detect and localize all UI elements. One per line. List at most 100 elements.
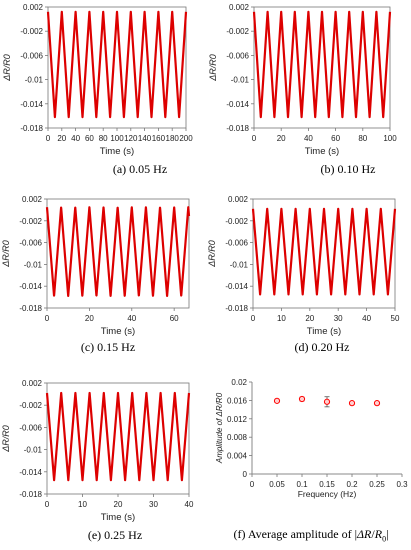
x-axis-title: Time (s) <box>101 512 135 523</box>
y-tick-label: 0.02 <box>231 378 247 387</box>
x-axis-title: Frequency (Hz) <box>298 489 357 499</box>
x-tick-label: 20 <box>85 314 94 323</box>
data-point <box>348 400 356 407</box>
y-tick-label: -0.01 <box>230 260 249 269</box>
signal-line <box>45 206 191 298</box>
y-tick-label: 0.002 <box>23 3 44 12</box>
signal-line <box>45 391 191 482</box>
y-tick-label: -0.018 <box>20 124 43 133</box>
x-tick-label: 180 <box>166 134 180 143</box>
x-tick-label: 0.1 <box>296 480 308 489</box>
x-tick-label: 80 <box>358 134 367 143</box>
x-tick-label: 80 <box>99 134 108 143</box>
x-tick-label: 30 <box>149 500 158 509</box>
caption-f: (f) Average amplitude of |ΔR/R0| <box>233 527 389 544</box>
caption-c: (c) 0.15 Hz <box>80 340 136 354</box>
signal-line <box>46 10 188 119</box>
y-axis-title: ΔR/R0 <box>207 240 217 268</box>
plot-frame <box>253 6 391 129</box>
y-tick-label: -0.014 <box>20 100 43 109</box>
x-tick-label: 0 <box>45 314 50 323</box>
panel-a: 0.002 -0.002 -0.006 -0.01 -0.014 -0.018 0 20 40 6… <box>0 0 200 182</box>
x-tick-label: 40 <box>127 314 136 323</box>
x-tick-label: 20 <box>57 134 66 143</box>
caption-e: (e) 0.25 Hz <box>87 528 143 542</box>
y-axis-title: ΔR/R0 <box>1 240 11 268</box>
y-tick-label: -0.014 <box>19 282 42 291</box>
x-tick-label: 20 <box>277 134 286 143</box>
x-axis-title: Time (s) <box>307 326 341 337</box>
x-tick-label: 0 <box>250 480 255 489</box>
x-axis-title: Time (s) <box>101 326 135 337</box>
x-tick-label: 0 <box>46 134 51 143</box>
chart-f: 0 0.004 0.008 0.012 0.016 0.02 0 0.05 0.1 0.15 0.2… <box>215 378 408 499</box>
caption-a: (a) 0.05 Hz <box>112 162 168 176</box>
x-tick-label: 0.05 <box>269 480 285 489</box>
y-tick-label: 0.002 <box>228 195 249 204</box>
panel-b: 0.002 -0.002 -0.006 -0.01 -0.014 -0.018 0 20 40 6… <box>206 0 411 182</box>
y-tick-label: -0.01 <box>25 76 44 85</box>
y-tick-label: -0.002 <box>20 27 43 36</box>
x-tick-label: 100 <box>383 134 397 143</box>
x-tick-label: 60 <box>85 134 94 143</box>
y-tick-label: -0.002 <box>19 401 42 410</box>
x-tick-label: 0.25 <box>369 480 385 489</box>
plot-frame <box>46 198 190 309</box>
caption-b: (b) 0.10 Hz <box>320 162 376 176</box>
x-tick-label: 20 <box>114 500 123 509</box>
panel-c: 0.002 -0.002 -0.006 -0.01 -0.014 -0.018 0 20 40 6… <box>0 182 200 364</box>
signal-line <box>251 207 397 296</box>
y-tick-label: -0.018 <box>19 490 42 499</box>
x-tick-label: 10 <box>78 500 87 509</box>
x-tick-label: 0 <box>251 314 256 323</box>
panel-f: 0 0.004 0.008 0.012 0.016 0.02 0 0.05 0.1 0.15 0.2… <box>206 364 411 550</box>
y-axis-title: ΔR/R0 <box>1 425 11 453</box>
x-tick-label: 0.2 <box>346 480 358 489</box>
y-axis-title: ΔR/R0 <box>2 54 12 82</box>
caption-d: (d) 0.20 Hz <box>294 340 350 354</box>
y-tick-label: -0.01 <box>231 76 250 85</box>
data-point <box>373 400 381 407</box>
x-tick-label: 0.15 <box>319 480 335 489</box>
y-tick-label: -0.01 <box>24 446 43 455</box>
x-tick-label: 0 <box>252 134 257 143</box>
y-tick-label: 0.004 <box>227 452 248 461</box>
x-tick-label: 10 <box>277 314 286 323</box>
signal-line <box>252 10 392 119</box>
y-tick-label: 0.002 <box>22 379 43 388</box>
x-tick-label: 40 <box>362 314 371 323</box>
y-axis-title: ΔR/R0 <box>208 54 218 82</box>
x-tick-label: 200 <box>179 134 193 143</box>
panel-e: 0.002 -0.002 -0.006 -0.01 -0.014 -0.018 0 10 20 3… <box>0 364 200 550</box>
x-tick-label: 140 <box>138 134 152 143</box>
y-tick-label: 0 <box>243 470 248 479</box>
y-tick-label: -0.014 <box>225 282 248 291</box>
x-tick-label: 100 <box>110 134 124 143</box>
y-tick-label: -0.006 <box>19 423 42 432</box>
y-tick-label: -0.01 <box>24 260 43 269</box>
y-tick-label: 0.012 <box>227 415 248 424</box>
x-tick-label: 40 <box>185 500 194 509</box>
y-tick-label: 0.002 <box>22 195 43 204</box>
panel-d: 0.002 -0.002 -0.006 -0.01 -0.014 -0.018 0 10 20 3… <box>206 182 411 364</box>
y-tick-label: -0.014 <box>226 100 249 109</box>
x-tick-label: 40 <box>304 134 313 143</box>
plot-frame <box>252 198 396 309</box>
x-tick-label: 30 <box>334 314 343 323</box>
x-tick-label: 40 <box>71 134 80 143</box>
y-tick-label: -0.002 <box>19 217 42 226</box>
data-point <box>323 398 331 405</box>
y-tick-label: 0.008 <box>227 433 248 442</box>
data-point <box>273 397 281 404</box>
y-axis-title: Amplitude of ΔR/R0 <box>215 392 224 464</box>
data-point <box>298 395 306 403</box>
x-tick-label: 0 <box>45 500 50 509</box>
y-tick-label: -0.002 <box>225 217 248 226</box>
y-tick-label: 0.016 <box>227 396 248 405</box>
y-tick-label: -0.018 <box>226 124 249 133</box>
x-tick-label: 60 <box>331 134 340 143</box>
